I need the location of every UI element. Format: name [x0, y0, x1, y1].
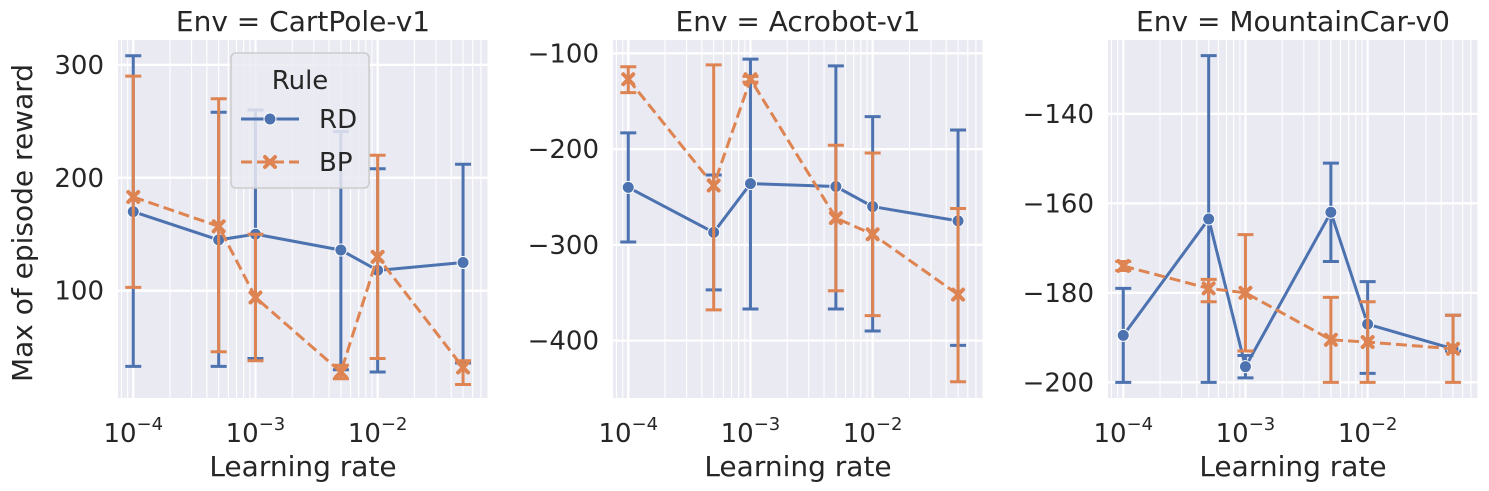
data-point-RD: [1202, 212, 1216, 226]
legend-marker-RD: [263, 112, 277, 126]
chart-panel-1: Env = CartPole-v1 Learning rate 10−4 10−3 10…: [54, 5, 488, 483]
figure-ylabel: Max of episode reward: [6, 64, 39, 382]
x-tick-label: 10−4: [103, 414, 163, 449]
data-point-BP: [456, 360, 471, 375]
y-tick-label: −140: [1023, 100, 1094, 130]
chart-panel-2: Env = Acrobot-v1 Learning rate 10−4 10−3 10−…: [528, 5, 983, 483]
x-tick-label: 10−3: [226, 414, 286, 449]
data-point-BP: [621, 72, 636, 87]
legend-label-RD: RD: [319, 105, 357, 135]
y-tick-label: 300: [54, 51, 104, 81]
legend-label-BP: BP: [319, 148, 353, 178]
data-point-BP: [706, 178, 721, 193]
y-tick-label: −100: [528, 39, 599, 69]
x-tick-label: 10−4: [1093, 414, 1153, 449]
y-tick-label: −160: [1023, 189, 1094, 219]
plot-background: [1108, 40, 1478, 398]
data-point-RD: [1324, 205, 1338, 219]
data-point-RD: [743, 177, 757, 191]
chart-panel-3: Env = MountainCar-v0 Learning rate 10−4 10−…: [1023, 5, 1478, 483]
series-line-BP: [1122, 264, 1454, 351]
y-tick-label: 100: [54, 277, 104, 307]
data-point-BP: [370, 249, 385, 264]
y-tick-label: −200: [528, 135, 599, 165]
legend-title: Rule: [272, 66, 329, 96]
legend-box: [230, 52, 370, 189]
x-tick-label: 10−2: [1338, 414, 1398, 449]
data-point-BP: [865, 227, 880, 242]
x-tick-label: 10−2: [348, 414, 408, 449]
data-point-BP: [1238, 285, 1253, 300]
x-axis-label: Learning rate: [704, 450, 891, 483]
error-bar-BP: [125, 74, 142, 289]
data-point-BP: [1201, 281, 1216, 296]
panel-title: Env = CartPole-v1: [176, 5, 430, 38]
data-point-BP: [828, 211, 843, 226]
data-point-RD: [1116, 328, 1130, 342]
panel-title: Env = Acrobot-v1: [676, 5, 921, 38]
data-point-BP: [211, 219, 226, 234]
data-point-RD: [334, 243, 348, 257]
series-line-RD: [627, 182, 959, 235]
data-point-BP: [1446, 341, 1461, 356]
data-point-BP: [1360, 335, 1375, 350]
x-axis-label: Learning rate: [209, 450, 396, 483]
series-line-RD: [132, 210, 464, 272]
x-tick-label: 10−2: [843, 414, 903, 449]
y-tick-label: 200: [54, 164, 104, 194]
y-tick-label: −300: [528, 231, 599, 261]
data-point-RD: [456, 255, 470, 269]
y-tick-label: −400: [528, 327, 599, 357]
data-point-BP: [248, 290, 263, 305]
data-point-BP: [1116, 258, 1131, 273]
y-tick-label: −200: [1023, 368, 1094, 398]
data-point-BP: [1323, 332, 1338, 347]
data-point-BP: [333, 365, 348, 380]
data-point-RD: [1238, 360, 1252, 374]
data-point-BP: [743, 72, 758, 87]
plot-area: [620, 57, 967, 384]
data-point-BP: [951, 287, 966, 302]
x-tick-label: 10−3: [721, 414, 781, 449]
series-line-BP: [132, 195, 465, 375]
plot-area: [1115, 54, 1462, 384]
data-point-BP: [126, 189, 141, 204]
series-line-BP: [627, 75, 959, 296]
y-tick-label: −180: [1023, 279, 1094, 309]
legend: Rule RD BP: [230, 52, 370, 189]
series-line-RD: [1122, 208, 1454, 371]
x-axis-label: Learning rate: [1199, 450, 1386, 483]
x-tick-label: 10−3: [1216, 414, 1276, 449]
data-point-RD: [621, 180, 635, 194]
legend-marker-BP: [263, 155, 277, 169]
panel-title: Env = MountainCar-v0: [1136, 5, 1450, 38]
x-tick-label: 10−4: [598, 414, 658, 449]
plot-background: [613, 40, 983, 398]
